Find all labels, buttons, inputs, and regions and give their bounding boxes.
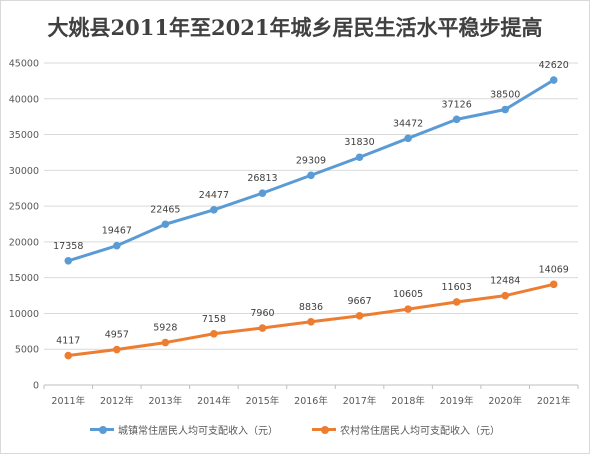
data-point [452, 298, 461, 306]
y-tick-label: 30000 [9, 166, 39, 177]
legend-swatch-urban [90, 425, 114, 434]
data-point [258, 189, 267, 197]
y-tick-label: 10000 [9, 309, 39, 320]
data-point [210, 206, 218, 214]
x-tick-label: 2019年 [440, 395, 474, 407]
x-tick-label: 2013年 [149, 395, 183, 407]
data-point [452, 115, 461, 124]
legend-item-rural: 农村常住居民人均可支配收入（元） [312, 422, 500, 437]
data-point [549, 76, 558, 84]
chart-title: 大姚县2011年至2021年城乡居民生活水平稳步提高 [47, 15, 543, 40]
data-label: 9667 [347, 296, 371, 307]
legend-label-rural: 农村常住居民人均可支配收入（元） [340, 426, 500, 437]
data-point [355, 312, 364, 320]
x-tick-label: 2017年 [343, 395, 377, 407]
x-tick-label: 2014年 [197, 395, 231, 407]
data-label: 34472 [393, 118, 423, 129]
data-label: 12484 [490, 276, 520, 287]
data-point [64, 351, 73, 360]
data-label: 17358 [53, 241, 83, 252]
y-tick-label: 15000 [9, 273, 39, 284]
x-tick-label: 2016年 [294, 395, 328, 407]
data-point [549, 280, 558, 289]
data-label: 4957 [105, 330, 129, 341]
y-tick-label: 0 [33, 381, 39, 392]
data-label: 38500 [490, 90, 520, 101]
data-point [113, 345, 121, 354]
data-point [210, 329, 218, 338]
data-label: 24477 [199, 190, 229, 201]
x-tick-label: 2011年 [51, 395, 85, 407]
data-point [64, 256, 73, 265]
data-point [258, 324, 267, 332]
x-tick-label: 2018年 [391, 395, 425, 407]
y-tick-label: 25000 [9, 202, 39, 213]
data-label: 7158 [202, 314, 226, 325]
data-point [113, 241, 121, 250]
y-tick-label: 5000 [15, 345, 39, 356]
data-label: 4117 [56, 336, 80, 347]
x-tick-label: 2015年 [246, 395, 280, 407]
x-tick-label: 2021年 [537, 395, 571, 407]
legend-label-urban: 城镇常住居民人均可支配收入（元） [118, 426, 278, 437]
y-tick-label: 40000 [9, 94, 39, 105]
data-point [307, 171, 315, 180]
legend-swatch-rural [312, 425, 336, 434]
data-point [161, 338, 170, 347]
data-label: 5928 [153, 323, 177, 334]
data-label: 19467 [102, 226, 132, 237]
data-label: 29309 [296, 155, 326, 166]
data-label: 11603 [442, 282, 472, 293]
data-point [501, 105, 509, 114]
y-tick-label: 20000 [9, 237, 39, 248]
data-point [404, 134, 412, 143]
x-tick-label: 2012年 [100, 395, 134, 407]
data-label: 22465 [150, 204, 180, 215]
data-point [307, 317, 315, 326]
x-tick-label: 2020年 [488, 395, 522, 407]
data-label: 7960 [250, 308, 274, 319]
data-point [404, 305, 412, 313]
y-tick-label: 45000 [9, 59, 39, 70]
chart-legend: 城镇常住居民人均可支配收入（元） 农村常住居民人均可支配收入（元） [0, 422, 590, 437]
data-label: 14069 [539, 264, 569, 275]
y-tick-label: 35000 [9, 130, 39, 141]
data-label: 10605 [393, 289, 423, 300]
data-point [355, 153, 364, 162]
data-label: 8836 [299, 302, 323, 313]
data-label: 31830 [344, 137, 374, 148]
legend-item-urban: 城镇常住居民人均可支配收入（元） [90, 422, 278, 437]
data-label: 42620 [539, 60, 569, 71]
data-label: 37126 [442, 99, 472, 110]
data-point [501, 291, 509, 300]
data-label: 26813 [247, 173, 277, 184]
data-point [161, 220, 170, 229]
